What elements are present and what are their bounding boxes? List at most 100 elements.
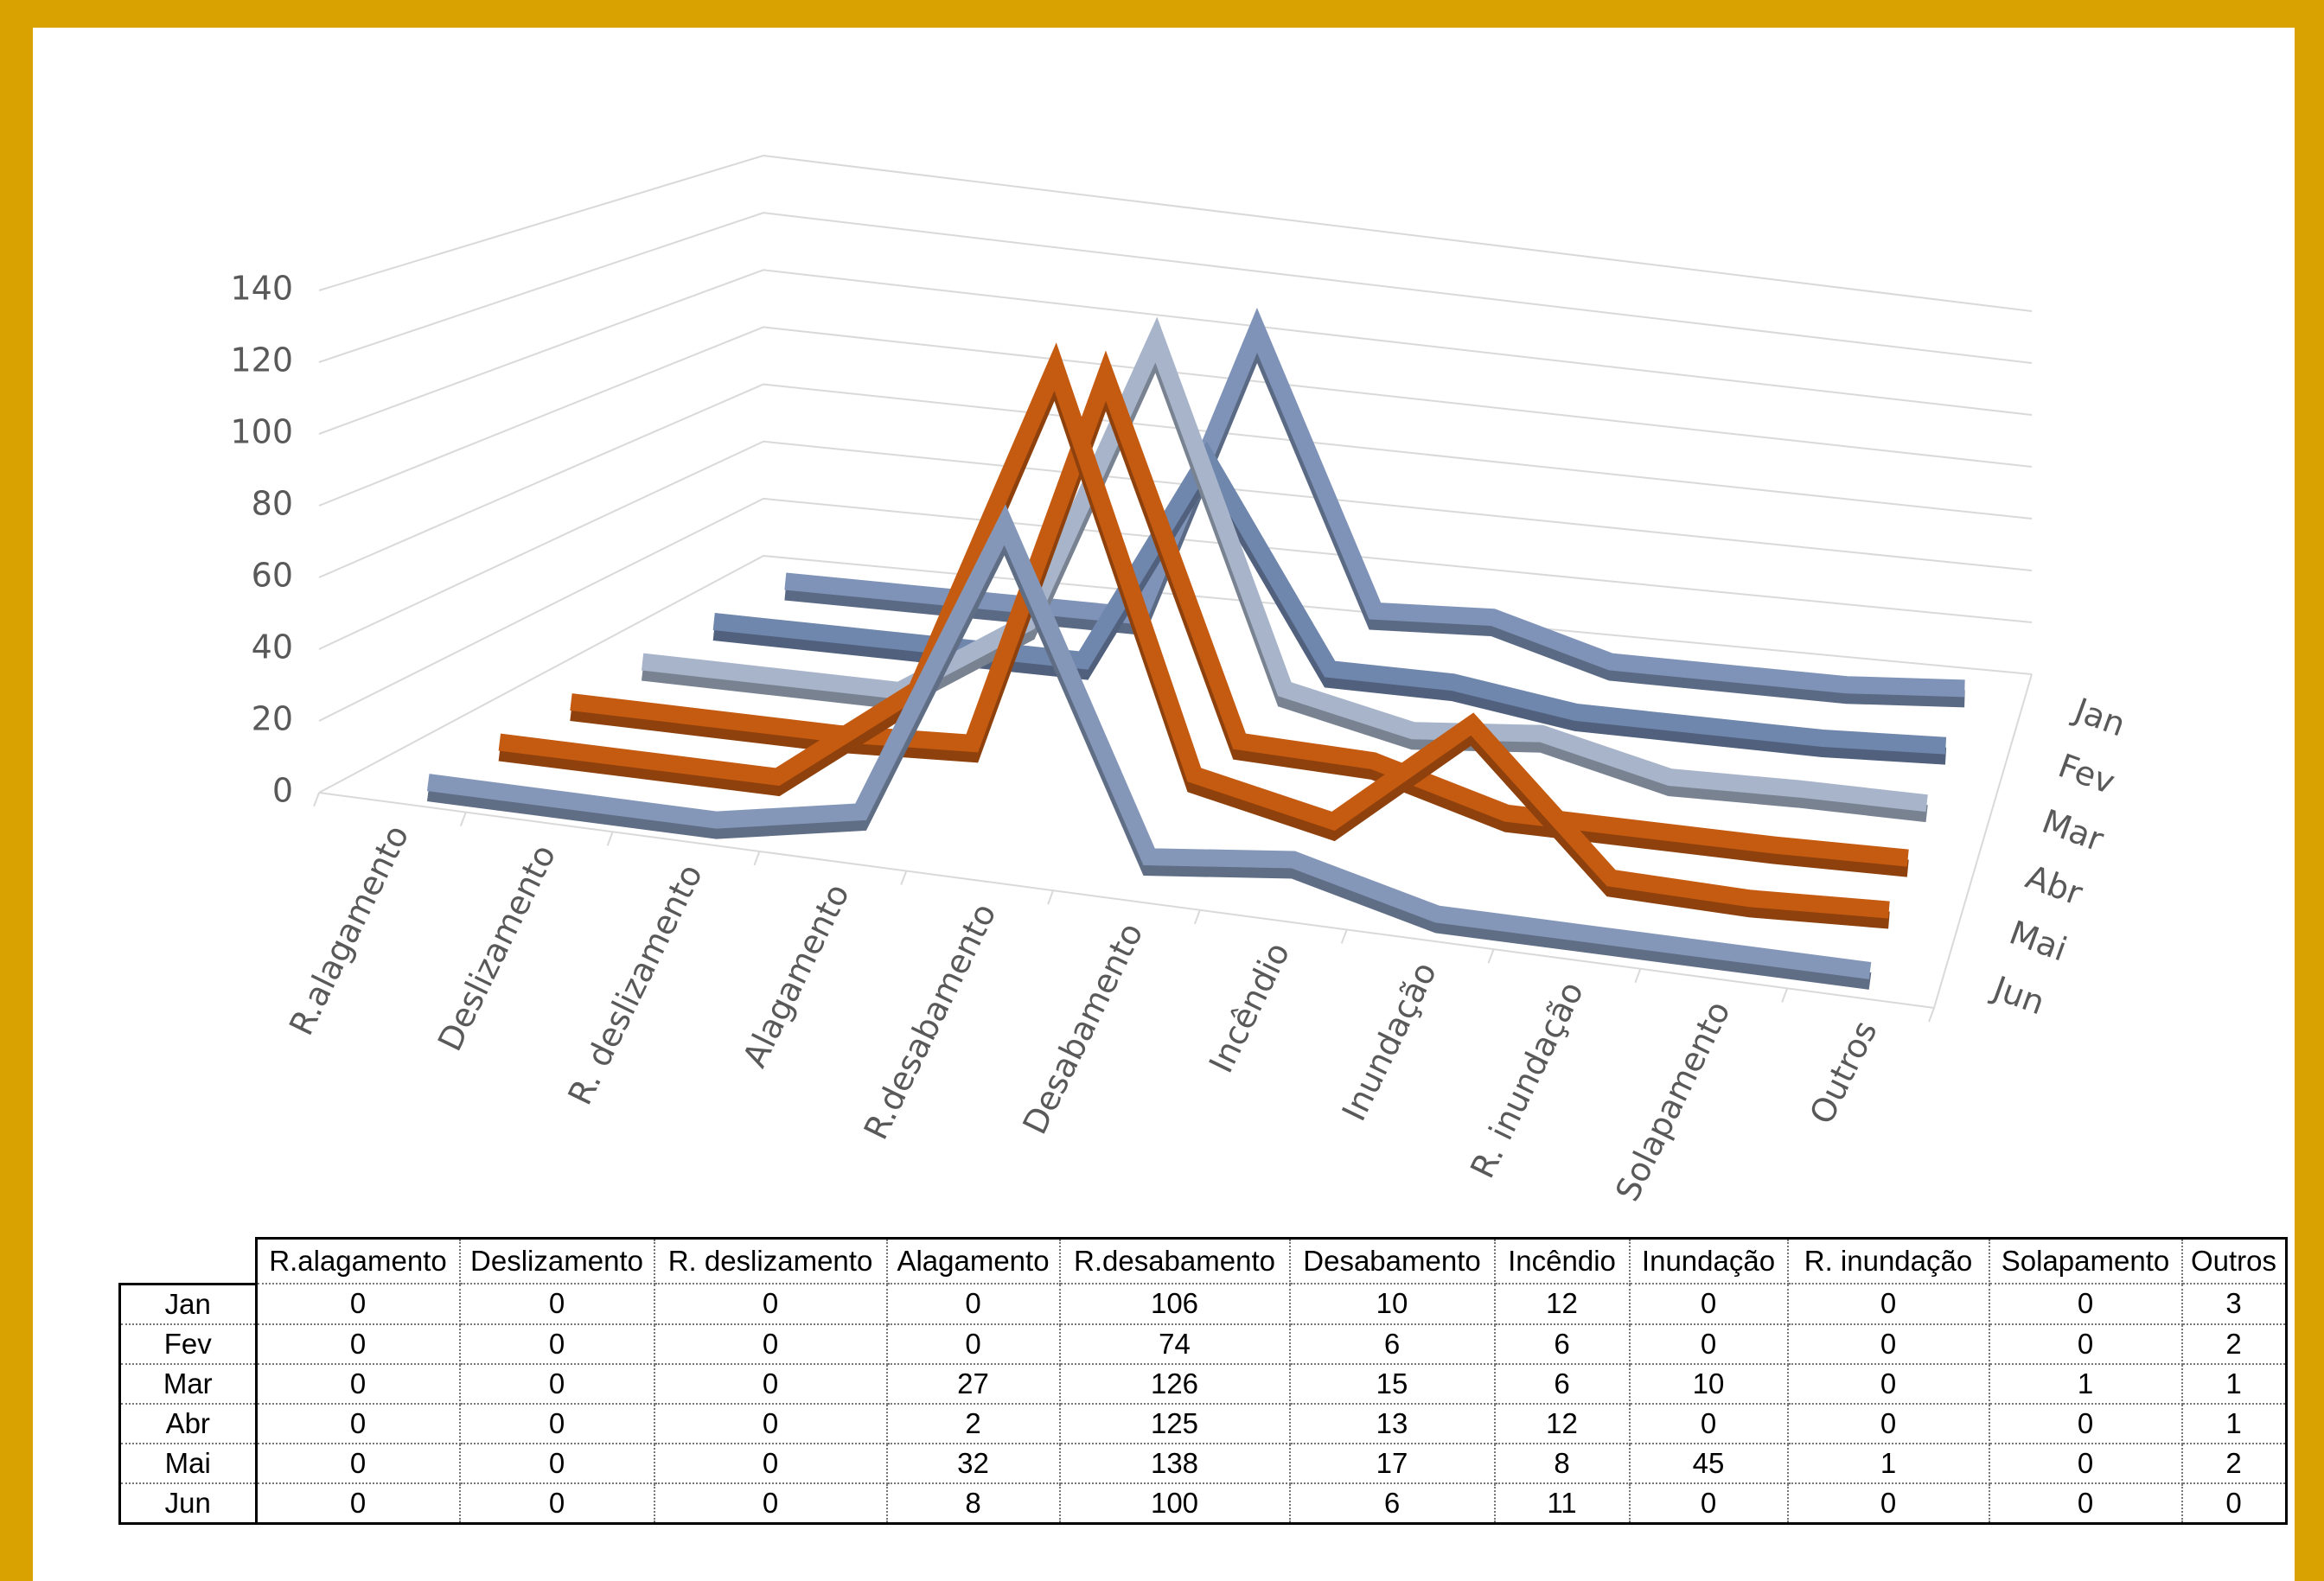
table-cell: 1: [2180, 1402, 2288, 1444]
table-cell: 2: [885, 1402, 1061, 1444]
grid-line: [318, 154, 2033, 312]
table-cell: 0: [653, 1362, 888, 1405]
y-tick-label: 80: [252, 485, 293, 523]
table-cell: R.desabamento: [1058, 1237, 1291, 1285]
table-cell: 0: [1786, 1482, 1990, 1525]
legend-label: Abr: [2021, 857, 2087, 913]
table-cell: 0: [1988, 1283, 2183, 1325]
table-cell: Mar: [118, 1362, 258, 1405]
x-tick-label: Outros: [1803, 1015, 1885, 1130]
table-cell: 10: [1628, 1362, 1789, 1405]
table-cell: 0: [458, 1482, 655, 1525]
table-cell: 8: [1493, 1442, 1631, 1484]
table-cell: 0: [255, 1362, 461, 1405]
table-cell: 6: [1493, 1362, 1631, 1405]
table-cell: 0: [653, 1323, 888, 1365]
table-cell: 1: [2180, 1362, 2288, 1405]
x-tick-label: R.desabamento: [857, 897, 1004, 1145]
table-cell: 0: [1988, 1323, 2183, 1365]
table-cell: Jan: [118, 1283, 258, 1325]
table-cell: 0: [653, 1283, 888, 1325]
y-tick-label: 100: [230, 413, 293, 451]
table-cell: 1: [1786, 1442, 1990, 1484]
series-line: [426, 504, 1872, 979]
table-cell: Desabamento: [1288, 1237, 1496, 1285]
y-tick-label: 60: [252, 557, 293, 595]
series-line: [712, 441, 1947, 755]
table-cell: 3: [2180, 1283, 2288, 1325]
table-cell: 32: [885, 1442, 1061, 1484]
axis-tick: [1781, 988, 1789, 1003]
table-cell: 27: [885, 1362, 1061, 1405]
table-cell: 2: [2180, 1323, 2288, 1365]
grid-line: [318, 212, 2033, 364]
table-cell: 0: [1786, 1283, 1990, 1325]
ribbon-shade: [426, 514, 1872, 990]
x-tick-label: Desabamento: [1015, 917, 1150, 1140]
table-cell: 17: [1288, 1442, 1496, 1484]
grid-line: [318, 383, 2033, 578]
table-cell: 1: [1988, 1362, 2183, 1405]
x-tick-label: Incêndio: [1202, 936, 1297, 1079]
x-tick-label: Solapamento: [1608, 995, 1738, 1207]
table-cell: 0: [885, 1323, 1061, 1365]
data-table: R.alagamento Deslizamento R. deslizamento A…: [118, 1237, 2288, 1525]
table-cell: 0: [458, 1402, 655, 1444]
table-cell: 100: [1058, 1482, 1291, 1525]
axis-tick: [459, 812, 467, 826]
table-cell: 12: [1493, 1283, 1631, 1325]
legend-label: Mai: [2005, 913, 2072, 968]
ribbon-shade: [712, 451, 1947, 765]
table-cell: Alagamento: [885, 1237, 1061, 1285]
table-cell: 0: [2180, 1482, 2288, 1525]
axis-tick: [313, 792, 320, 807]
axis-tick: [1193, 909, 1201, 925]
series-line: [641, 316, 1928, 813]
axis-tick: [1487, 948, 1495, 964]
y-tick-label: 20: [252, 700, 293, 738]
axis-tick: [1047, 889, 1055, 905]
table-cell: 74: [1058, 1323, 1291, 1365]
x-tick-label: Deslizamento: [431, 838, 563, 1056]
table-cell: 0: [255, 1283, 461, 1325]
table-cell: Abr: [118, 1402, 258, 1444]
table-cell: 12: [1493, 1402, 1631, 1444]
legend-label: Jan: [2068, 690, 2130, 743]
grid-line: [318, 440, 2033, 650]
table-cell: 0: [458, 1283, 655, 1325]
y-tick-label: 40: [252, 628, 293, 666]
ribbon-shade: [641, 327, 1928, 823]
table-cell: 15: [1288, 1362, 1496, 1405]
ribbon-shade: [498, 353, 1890, 929]
table-cell: Incêndio: [1493, 1237, 1631, 1285]
legend-label: Jun: [1987, 968, 2050, 1022]
table-cell: R. deslizamento: [653, 1237, 888, 1285]
series-line: [784, 307, 1965, 698]
axis-tick: [606, 831, 614, 846]
table-cell: 126: [1058, 1362, 1291, 1405]
table-cell: 0: [255, 1323, 461, 1365]
y-tick-label: 0: [272, 772, 293, 810]
table-cell: 0: [885, 1283, 1061, 1325]
table-cell: 11: [1493, 1482, 1631, 1525]
table-cell: 6: [1288, 1323, 1496, 1365]
table-cell: 0: [1988, 1482, 2183, 1525]
grid-line: [318, 554, 2033, 794]
table-row: Abr 0 0 0 2 125 13 12 0 0 0 1: [118, 1402, 2288, 1444]
table-cell: 0: [255, 1442, 461, 1484]
table-cell: 0: [1988, 1442, 2183, 1484]
table-header: R.alagamento Deslizamento R. deslizamento A…: [119, 1237, 2288, 1285]
table-cell: R.alagamento: [254, 1237, 461, 1285]
table-cell: 6: [1493, 1323, 1631, 1365]
table-cell: Outros: [2180, 1237, 2288, 1285]
table-corner: [119, 1238, 256, 1285]
ribbon-shade: [784, 317, 1965, 708]
y-tick-label: 120: [230, 341, 293, 379]
table-row: Fev 0 0 0 0 74 6 6 0 0 0 2: [118, 1323, 2288, 1365]
x-tick-label: Inundação: [1335, 956, 1444, 1127]
table-cell: 0: [653, 1482, 888, 1525]
table-cell: 2: [2180, 1442, 2288, 1484]
series-line: [570, 350, 1909, 867]
table-cell: 0: [458, 1323, 655, 1365]
